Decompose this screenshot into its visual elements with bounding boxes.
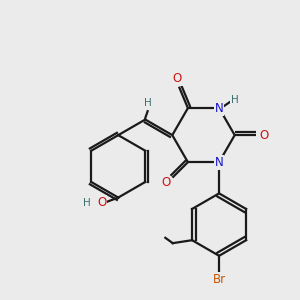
Text: H: H: [83, 198, 91, 208]
Text: O: O: [173, 72, 182, 85]
Text: Br: Br: [212, 273, 226, 286]
Text: H: H: [231, 95, 239, 105]
Text: O: O: [260, 129, 269, 142]
Text: O: O: [161, 176, 170, 190]
Text: N: N: [215, 102, 224, 115]
Text: N: N: [215, 156, 224, 169]
Text: H: H: [144, 98, 152, 108]
Text: O: O: [97, 196, 106, 209]
